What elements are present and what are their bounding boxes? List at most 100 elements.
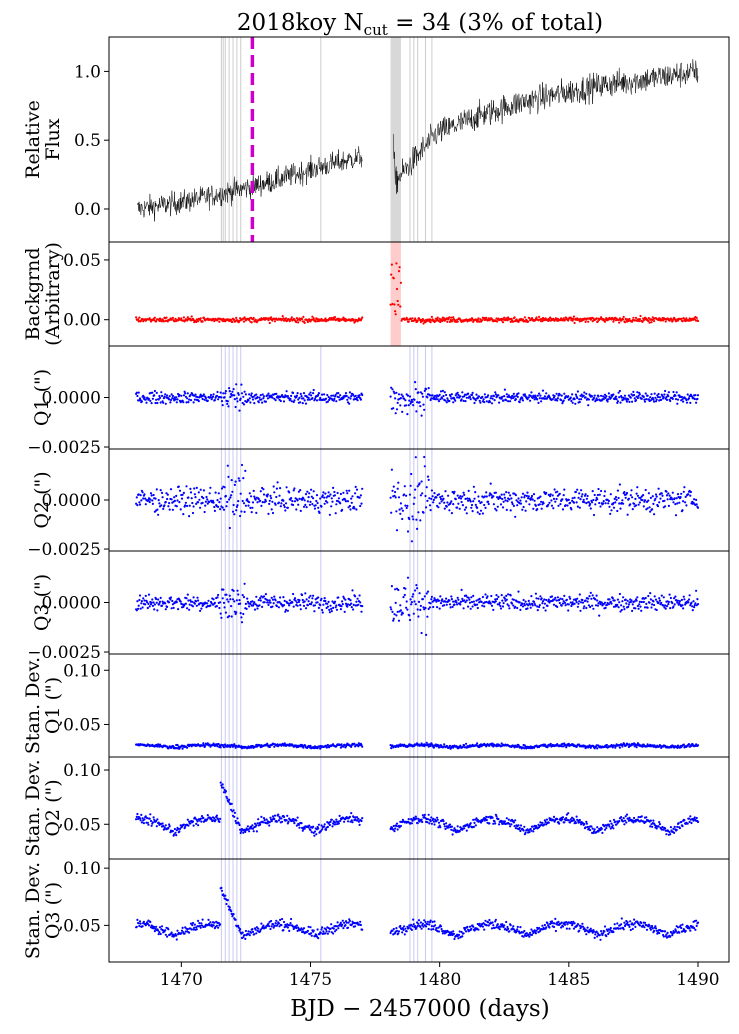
data-point (626, 513, 629, 516)
data-point (527, 320, 530, 323)
data-point (333, 397, 336, 400)
data-point (238, 479, 241, 482)
data-point (361, 487, 364, 490)
data-point (295, 394, 298, 397)
data-point (483, 605, 486, 608)
data-point (635, 492, 638, 495)
data-point (436, 816, 439, 819)
data-point (295, 317, 298, 320)
data-point (429, 602, 432, 605)
data-point (531, 604, 534, 607)
y-axis-label: Q1 (") (31, 369, 53, 426)
data-point (234, 819, 237, 823)
data-point (577, 821, 580, 824)
data-point (585, 822, 589, 825)
data-point (361, 316, 364, 319)
data-point (508, 607, 511, 610)
data-point (543, 602, 547, 605)
data-point (391, 388, 394, 391)
data-point (572, 501, 576, 504)
data-point (437, 506, 440, 509)
data-point (687, 319, 691, 322)
data-point (432, 605, 435, 609)
data-point (346, 603, 350, 606)
data-point (674, 398, 678, 401)
data-point (509, 594, 512, 597)
data-point (582, 394, 585, 397)
data-point (320, 597, 323, 600)
data-point (420, 631, 423, 635)
data-point (209, 396, 212, 399)
data-point (450, 828, 453, 831)
data-point (587, 320, 590, 323)
data-point (279, 399, 282, 403)
data-point (184, 392, 187, 395)
data-point (514, 494, 518, 497)
data-point (483, 401, 486, 404)
data-point (578, 398, 581, 401)
data-point (600, 394, 603, 397)
data-point (448, 399, 451, 403)
data-point (233, 513, 236, 516)
data-point (289, 397, 292, 401)
data-point (634, 497, 637, 500)
data-point (395, 391, 398, 394)
data-point (408, 399, 411, 402)
data-point (472, 818, 475, 821)
data-point (664, 320, 667, 323)
data-point (401, 509, 404, 512)
data-point (350, 497, 353, 500)
data-point (332, 394, 335, 397)
data-point (411, 317, 414, 320)
data-point (218, 501, 221, 504)
data-point (153, 818, 156, 821)
data-point (689, 490, 693, 494)
data-point (474, 824, 477, 827)
data-point (478, 597, 481, 601)
data-point (631, 496, 634, 499)
data-point (655, 495, 658, 498)
data-point (164, 393, 167, 396)
data-point (300, 395, 303, 398)
data-point (253, 601, 256, 604)
data-point (410, 601, 413, 604)
data-point (233, 318, 236, 321)
data-point (461, 597, 464, 601)
data-point (442, 820, 445, 823)
data-point (406, 318, 409, 321)
data-point (429, 509, 432, 512)
data-point (612, 393, 615, 396)
data-point (501, 506, 505, 509)
data-point (233, 483, 236, 486)
data-point (492, 394, 495, 398)
data-point (163, 504, 166, 507)
data-point (472, 600, 475, 603)
data-point (452, 503, 455, 506)
data-point (308, 492, 311, 495)
data-point (358, 594, 361, 597)
data-point (394, 412, 397, 415)
data-point (255, 321, 258, 324)
data-point (512, 320, 515, 323)
data-point (218, 606, 221, 610)
data-point (168, 601, 171, 604)
data-point (418, 401, 421, 404)
data-point (250, 392, 253, 395)
data-point (304, 592, 307, 595)
data-point (456, 396, 459, 399)
data-point (464, 497, 467, 500)
data-point (591, 501, 594, 504)
data-point (561, 508, 565, 511)
data-point (244, 469, 247, 472)
data-point (552, 507, 555, 510)
data-point (411, 400, 414, 403)
data-point (558, 492, 561, 495)
data-point (622, 315, 625, 318)
data-point (437, 599, 441, 602)
data-point (669, 399, 672, 403)
data-point (352, 608, 355, 611)
data-point (391, 302, 394, 306)
data-point (423, 595, 426, 598)
data-point (229, 598, 232, 601)
data-point (640, 397, 643, 400)
